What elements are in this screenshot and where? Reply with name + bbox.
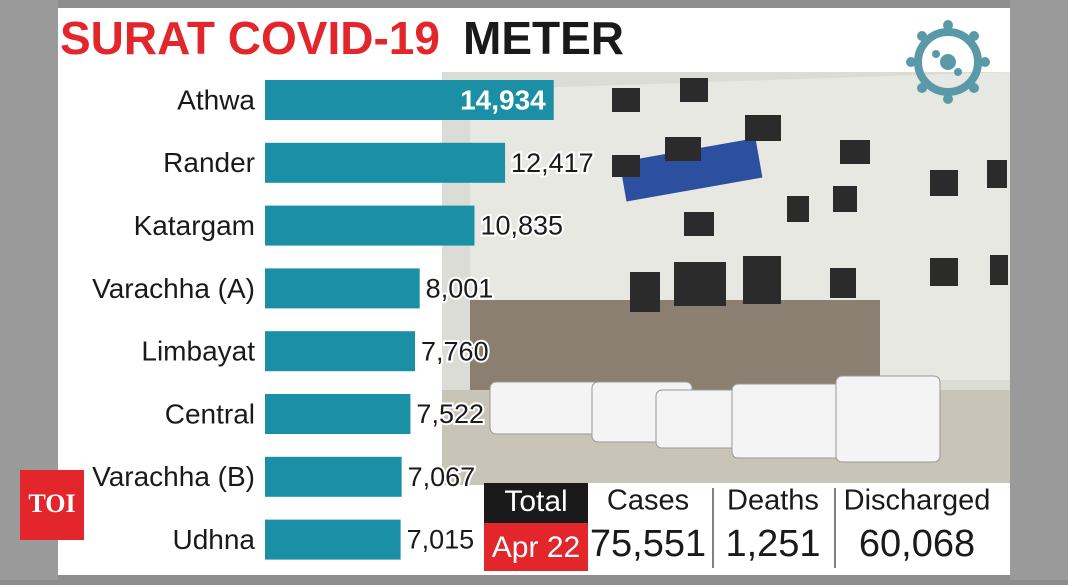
category-label: Udhna bbox=[172, 524, 255, 555]
category-label: Rander bbox=[163, 147, 255, 178]
logo-box bbox=[20, 470, 84, 540]
virus-icon bbox=[906, 20, 990, 104]
summary-backdrop bbox=[588, 483, 1010, 571]
category-label: Katargam bbox=[134, 210, 255, 241]
bar bbox=[265, 205, 475, 246]
date-box bbox=[484, 523, 588, 571]
bar bbox=[265, 331, 416, 372]
bar bbox=[265, 456, 402, 497]
value-label: 8,001 bbox=[426, 274, 494, 304]
value-label: 14,934 bbox=[460, 84, 546, 115]
bar bbox=[265, 142, 506, 183]
chart-title: SURAT COVID-19 bbox=[60, 12, 440, 64]
total-label: Total bbox=[504, 485, 567, 518]
chart-title-suffix: METER bbox=[463, 12, 624, 64]
category-label: Central bbox=[165, 398, 255, 429]
category-label: Limbayat bbox=[141, 336, 255, 367]
date-label: Apr 22 bbox=[492, 531, 580, 564]
summary-header: Cases bbox=[607, 485, 689, 517]
bar bbox=[265, 519, 401, 560]
logo: TOI bbox=[28, 489, 75, 518]
category-label: Varachha (B) bbox=[92, 461, 255, 492]
category-label: Athwa bbox=[177, 84, 255, 115]
blur-right bbox=[1010, 0, 1068, 580]
value-label: 10,835 bbox=[480, 211, 563, 241]
bar bbox=[265, 80, 554, 120]
summary-value: 1,251 bbox=[725, 523, 820, 565]
photo bbox=[440, 72, 1010, 485]
summary-header: Discharged bbox=[844, 485, 991, 517]
summary-value: 75,551 bbox=[590, 523, 706, 565]
summary-header: Deaths bbox=[727, 485, 819, 517]
value-label: 7,522 bbox=[416, 399, 484, 429]
value-label: 7,067 bbox=[408, 462, 476, 492]
value-label: 7,760 bbox=[421, 336, 489, 366]
total-box bbox=[484, 483, 588, 523]
value-label: 12,417 bbox=[511, 148, 594, 178]
value-label: 7,015 bbox=[407, 525, 475, 555]
category-label: Varachha (A) bbox=[92, 273, 255, 304]
bar bbox=[265, 268, 420, 309]
bar bbox=[265, 394, 411, 434]
summary-value: 60,068 bbox=[859, 523, 975, 565]
